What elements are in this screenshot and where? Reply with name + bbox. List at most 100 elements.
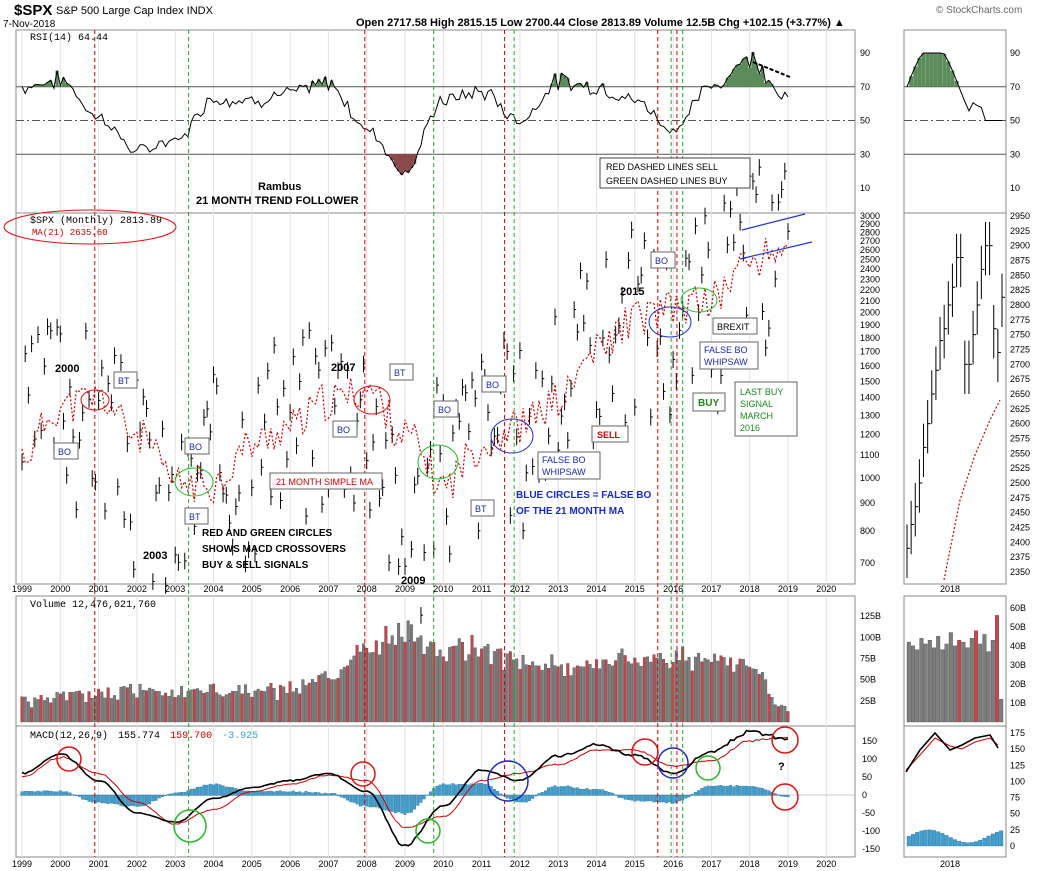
macd-histogram-bar <box>46 790 49 796</box>
volume-bar <box>295 688 298 723</box>
inset-volume-bar <box>948 632 953 723</box>
macd-histogram-bar <box>505 794 509 799</box>
inset-volume-bar <box>927 640 932 723</box>
signal-circle <box>80 389 110 411</box>
year-label-2015: 2015 <box>620 286 644 298</box>
inset-macd-tick: 100 <box>1010 776 1025 786</box>
inset-volume-bar <box>953 645 957 723</box>
macd-histogram-bar <box>620 794 624 798</box>
volume-bar <box>518 669 522 723</box>
x-axis-year-label: 2002 <box>127 859 147 869</box>
volume-bar <box>400 636 404 723</box>
x-axis-year-label: 2015 <box>625 859 645 869</box>
macd-histogram-bar <box>773 793 777 796</box>
macd-histogram-bar <box>419 794 423 803</box>
circles-note-1: RED AND GREEN CIRCLES <box>202 528 333 539</box>
inset-macd-hist <box>978 839 983 847</box>
volume-bar <box>384 626 388 723</box>
x-axis-year-label: 2007 <box>318 584 338 594</box>
volume-bar <box>764 679 768 723</box>
macd-histogram-bar <box>591 789 595 796</box>
volume-bar <box>304 685 308 723</box>
x-axis-year-label: 2017 <box>701 859 721 869</box>
volume-label: Volume 12,476,021,760 <box>30 599 156 611</box>
volume-bar <box>403 641 407 723</box>
x-axis-year-label: 2000 <box>50 584 70 594</box>
inset-price-tick: 2750 <box>1010 330 1030 340</box>
inset-macd-hist <box>986 835 991 847</box>
channel-bottom-line <box>739 241 813 260</box>
volume-bar <box>690 670 694 723</box>
volume-bar <box>186 691 190 723</box>
buy-callout <box>692 392 726 412</box>
svg-text:BT: BT <box>118 376 130 386</box>
volume-bar <box>719 655 723 723</box>
macd-histogram-bar <box>390 794 394 812</box>
macd-histogram-bar <box>247 790 251 796</box>
volume-bar <box>528 664 531 723</box>
volume-bar <box>470 635 474 723</box>
macd-histogram-bar <box>761 788 764 796</box>
volume-bar <box>323 671 327 723</box>
signal-lines <box>94 30 684 857</box>
macd-histogram-bar <box>138 794 142 807</box>
volume-bar <box>614 660 618 723</box>
x-axis-year-label: 2018 <box>740 584 760 594</box>
macd-histogram-bar <box>100 794 104 804</box>
inset-price-tick: 2950 <box>1010 211 1030 221</box>
false-bo-callout-2011 <box>537 451 601 480</box>
rsi-line <box>21 51 789 176</box>
volume-bar <box>572 667 576 723</box>
macd-histogram-bar <box>90 794 94 803</box>
inset-volume-bar <box>965 647 970 723</box>
volume-bar <box>454 645 458 723</box>
volume-bar <box>416 637 420 723</box>
macd-histogram-bar <box>722 786 726 796</box>
volume-bar <box>582 666 586 723</box>
volume-bar <box>722 657 726 723</box>
macd-histogram-bar <box>451 783 455 796</box>
volume-tick-label: 75B <box>860 654 876 664</box>
inset-macd-hist <box>953 839 957 847</box>
volume-bar <box>601 659 605 723</box>
volume-bar <box>30 707 34 723</box>
volume-bar <box>317 675 321 723</box>
ohlc-readout: Open 2717.58 High 2815.15 Low 2700.44 Cl… <box>356 17 845 29</box>
macd-histogram-bar <box>543 790 547 796</box>
macd-histogram-bar <box>30 791 34 796</box>
chart-symbol: $SPX <box>14 2 52 19</box>
sell-label: SELL <box>597 430 621 440</box>
volume-bar <box>486 643 490 723</box>
macd-histogram-bar <box>358 794 362 807</box>
volume-bar <box>253 690 257 723</box>
inset-volume-bar <box>944 643 949 723</box>
macd-histogram-bar <box>317 792 321 796</box>
macd-histogram-bar <box>693 791 697 796</box>
inset-macd-tick: 75 <box>1010 793 1020 803</box>
inset-rsi-line <box>906 52 1002 121</box>
price-tick-label: 3000 <box>860 211 880 221</box>
inset-macd-tick: 0 <box>1010 841 1015 851</box>
volume-bar <box>751 668 755 723</box>
inset-volume-bar <box>911 645 915 723</box>
signal-circle <box>417 444 459 480</box>
macd-histogram-bar <box>301 792 305 796</box>
inset-macd-hist <box>990 833 995 847</box>
volume-bar <box>55 692 59 723</box>
macd-histogram-bar <box>192 788 196 796</box>
inset-volume-bar <box>936 636 941 723</box>
legend-red-circle <box>3 209 177 245</box>
chart-index-name: S&P 500 Large Cap Index INDX <box>56 5 214 17</box>
svg-text:2016: 2016 <box>740 423 760 433</box>
svg-text:BT: BT <box>394 368 406 378</box>
volume-bar <box>716 660 720 723</box>
macd-histogram-bar <box>326 793 330 796</box>
macd-histogram-bar <box>601 789 605 796</box>
volume-bar <box>132 693 136 723</box>
macd-histogram-bar <box>540 792 544 796</box>
macd-histogram-bar <box>636 794 640 801</box>
macd-crossover-circle <box>350 761 376 787</box>
inset-volume-bar <box>982 634 987 723</box>
macd-histogram-bar <box>106 794 110 804</box>
macd-histogram-bar <box>700 788 704 796</box>
